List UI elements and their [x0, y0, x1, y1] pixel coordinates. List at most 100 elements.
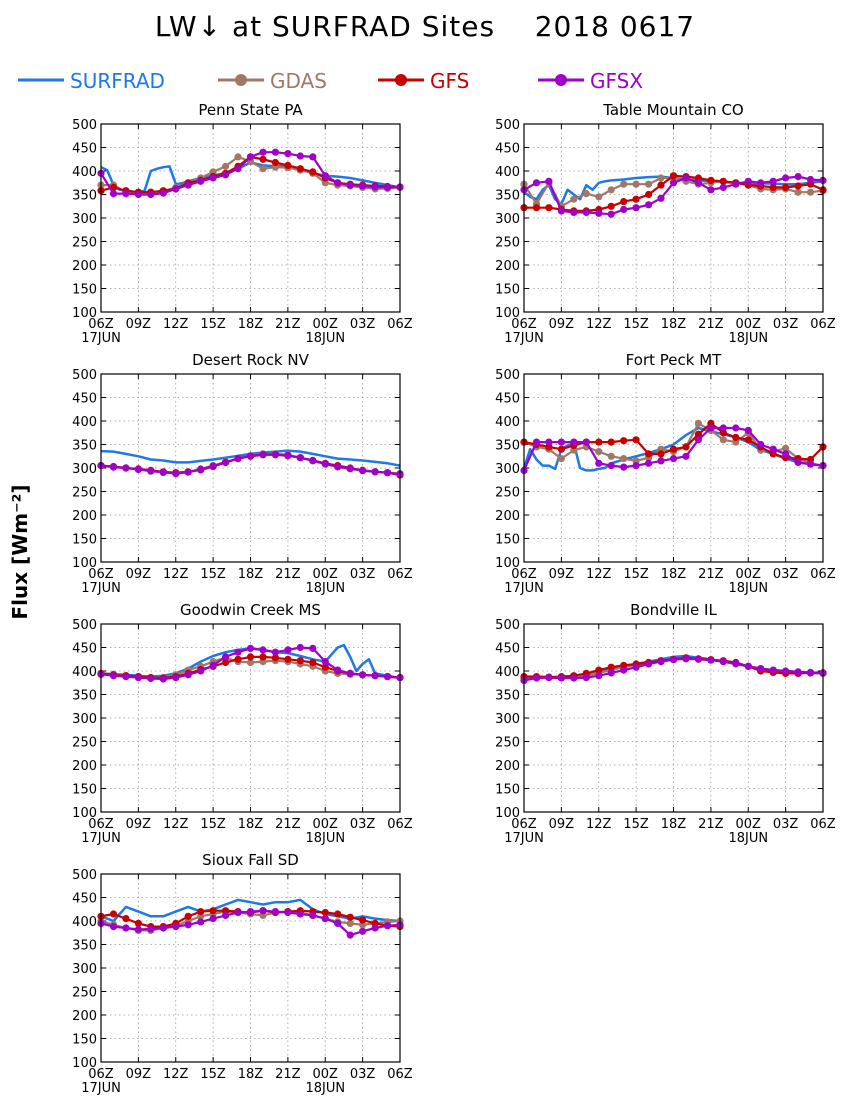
data-point-gfsx — [545, 674, 553, 682]
series-gfsx — [97, 450, 404, 478]
x-tick-label: 15Z — [623, 817, 649, 832]
data-point-gfsx — [757, 179, 765, 187]
data-point-gfsx — [732, 424, 740, 432]
x-date-label: 17JUN — [504, 581, 544, 596]
data-point-gfsx — [321, 172, 329, 180]
data-point-gfsx — [570, 438, 578, 446]
data-point-gfsx — [296, 910, 304, 918]
data-point-gfsx — [334, 179, 342, 187]
plot-frame — [100, 623, 401, 813]
data-point-gfs — [607, 438, 615, 446]
grid-lines — [101, 874, 400, 1062]
data-point-gfs — [669, 172, 678, 180]
x-tick-label: 18Z — [238, 817, 264, 832]
data-point-gfsx — [582, 674, 590, 682]
data-point-gfsx — [334, 463, 342, 471]
x-tick-label: 06Z — [810, 317, 836, 332]
data-point-gfsx — [570, 208, 578, 216]
data-point-gfsx — [359, 671, 367, 679]
x-tick-label: 18Z — [661, 567, 687, 582]
x-date-label: 17JUN — [81, 1081, 121, 1096]
grid-lines — [524, 374, 823, 562]
data-point-gfsx — [744, 662, 752, 670]
data-point-gfsx — [582, 438, 590, 446]
panel-title: Desert Rock NV — [192, 351, 309, 369]
x-date-label: 17JUN — [81, 831, 121, 846]
data-point-gfsx — [545, 438, 553, 446]
data-point-gfsx — [184, 921, 192, 929]
data-point-gfsx — [197, 465, 205, 473]
data-point-gfs — [532, 204, 541, 212]
x-tick-label: 09Z — [549, 317, 575, 332]
data-point-gfs — [197, 908, 205, 916]
legend: SURFRAD GDAS GFS GFSX — [18, 69, 643, 93]
data-point-gdas — [259, 165, 267, 173]
data-point-gfsx — [744, 177, 752, 185]
x-tick-label: 18Z — [661, 817, 687, 832]
x-tick-label: 15Z — [200, 567, 226, 582]
y-tick-label: 100 — [72, 1056, 97, 1071]
data-point-gfsx — [694, 436, 703, 444]
data-point-gfs — [234, 655, 242, 663]
data-point-gfsx — [707, 656, 715, 664]
data-point-gfsx — [109, 463, 118, 471]
data-point-gfsx — [159, 924, 167, 932]
data-point-gfsx — [184, 671, 192, 679]
data-point-gfsx — [222, 911, 230, 920]
data-point-gfsx — [209, 462, 217, 470]
data-point-gfsx — [632, 204, 640, 212]
x-tick-label: 12Z — [163, 1067, 189, 1082]
data-point-gfsx — [359, 466, 367, 474]
x-date-label: 18JUN — [728, 581, 768, 596]
y-tick-label: 300 — [72, 212, 97, 227]
data-point-gfsx — [806, 668, 815, 677]
data-point-gfsx — [694, 655, 703, 663]
data-point-gfsx — [284, 150, 292, 158]
series-gfsx — [520, 655, 827, 685]
data-point-gfs — [620, 437, 628, 445]
data-point-gfsx — [694, 179, 703, 187]
x-tick-label: 12Z — [163, 317, 189, 332]
data-point-gfsx — [284, 451, 292, 459]
data-point-gfsx — [682, 655, 690, 663]
panel-title: Sioux Fall SD — [202, 851, 299, 869]
data-point-gfs — [359, 916, 367, 924]
y-tick-label: 100 — [72, 306, 97, 321]
y-tick-label: 250 — [72, 736, 97, 751]
data-point-gfsx — [259, 646, 267, 654]
legend-label-gfs: GFS — [430, 69, 469, 93]
data-point-gfsx — [657, 457, 665, 465]
data-point-gfsx — [806, 460, 815, 468]
data-point-gfs — [595, 438, 603, 446]
y-tick-label: 400 — [72, 165, 97, 180]
data-point-gfsx — [246, 644, 255, 653]
data-point-gfsx — [309, 644, 317, 653]
data-point-gfs — [321, 663, 329, 671]
series-gfsx — [97, 907, 404, 939]
y-tick-label: 400 — [495, 165, 520, 180]
data-point-gfsx — [309, 153, 317, 161]
data-point-gdas — [595, 193, 603, 201]
y-tick-label: 150 — [72, 1033, 97, 1048]
data-point-gfs — [284, 161, 292, 169]
grid-lines — [101, 124, 400, 312]
y-tick-label: 100 — [495, 306, 520, 321]
data-point-gdas — [246, 658, 255, 667]
data-point-gfsx — [122, 673, 130, 681]
x-tick-label: 06Z — [387, 567, 413, 582]
data-point-gfsx — [782, 667, 790, 675]
y-tick-label: 200 — [72, 259, 97, 274]
data-point-gfsx — [184, 181, 192, 189]
x-tick-label: 21Z — [275, 817, 301, 832]
plot-frame — [100, 873, 401, 1063]
x-tick-label: 12Z — [586, 317, 612, 332]
data-point-gfsx — [707, 186, 715, 194]
x-tick-label: 15Z — [200, 1067, 226, 1082]
y-tick-label: 350 — [495, 689, 520, 704]
x-tick-label: 15Z — [200, 817, 226, 832]
data-point-gfsx — [234, 648, 242, 656]
